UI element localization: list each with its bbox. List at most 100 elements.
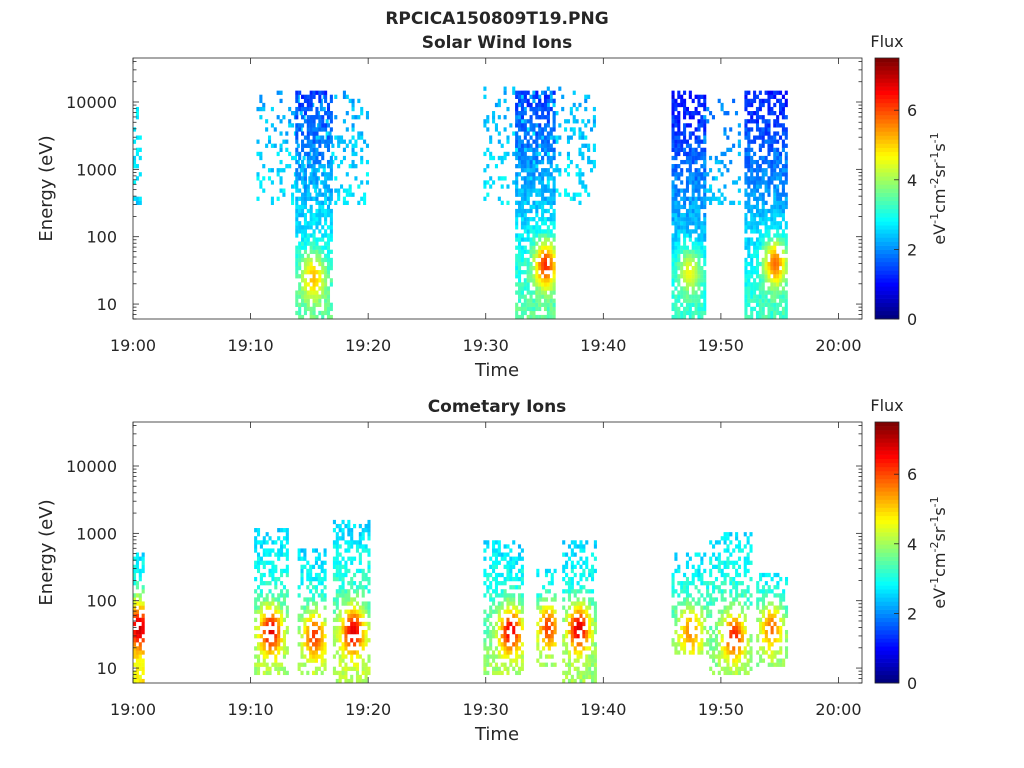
heatmap-cell: [761, 290, 765, 295]
heatmap-cell: [781, 143, 785, 148]
heatmap-cell: [677, 617, 681, 623]
heatmap-cell: [729, 621, 733, 627]
colorbar-step: [875, 302, 899, 308]
heatmap-cell: [298, 172, 302, 177]
heatmap-cell: [764, 233, 768, 238]
heatmap-cell: [773, 274, 777, 279]
heatmap-cell: [494, 609, 498, 614]
heatmap-cell: [326, 265, 331, 271]
heatmap-cell: [324, 245, 328, 250]
heatmap-cell: [324, 265, 328, 271]
heatmap-cell: [523, 164, 527, 169]
heatmap-cell: [335, 564, 339, 570]
heatmap-cell: [746, 540, 750, 545]
heatmap-cell: [483, 119, 487, 124]
heatmap-cell: [700, 221, 704, 226]
heatmap-cell: [295, 253, 299, 259]
heatmap-cell: [674, 135, 678, 140]
heatmap-cell: [575, 172, 579, 177]
heatmap-cell: [341, 646, 345, 651]
heatmap-cell: [677, 131, 681, 136]
heatmap-cell: [329, 139, 333, 144]
heatmap-cell: [773, 119, 777, 124]
heatmap-cell: [683, 585, 687, 590]
heatmap-cell: [486, 629, 490, 635]
heatmap-cell: [729, 666, 733, 671]
heatmap-cell: [506, 670, 510, 676]
heatmap-cell: [764, 634, 768, 639]
heatmap-cell: [677, 212, 681, 218]
heatmap-cell: [509, 621, 513, 627]
heatmap-cell: [312, 159, 316, 165]
heatmap-cell: [503, 90, 507, 95]
heatmap-cell: [295, 115, 299, 120]
heatmap-cell: [732, 601, 736, 606]
heatmap-cell: [312, 184, 316, 189]
heatmap-cell: [685, 111, 689, 116]
heatmap-cell: [303, 642, 307, 647]
heatmap-cell: [529, 241, 533, 246]
heatmap-cell: [755, 127, 760, 132]
heatmap-cell: [723, 548, 727, 553]
heatmap-cell: [703, 217, 707, 222]
heatmap-cell: [300, 617, 304, 623]
heatmap-cell: [714, 597, 718, 602]
heatmap-cell: [779, 662, 783, 667]
heatmap-cell: [515, 208, 519, 214]
heatmap-cell: [773, 650, 777, 655]
heatmap-cell: [770, 204, 774, 210]
heatmap-cell: [552, 208, 556, 214]
heatmap-cell: [523, 119, 527, 124]
heatmap-cell: [483, 662, 487, 667]
heatmap-cell: [767, 94, 771, 99]
heatmap-cell: [500, 556, 504, 561]
heatmap-cell: [570, 564, 574, 570]
heatmap-cell: [335, 597, 339, 602]
heatmap-cell: [133, 650, 137, 655]
heatmap-cell: [776, 593, 780, 598]
heatmap-cell: [532, 168, 536, 173]
heatmap-cell: [489, 564, 493, 570]
heatmap-cell: [538, 123, 542, 128]
heatmap-cell: [483, 670, 487, 676]
heatmap-cell: [543, 147, 548, 152]
heatmap-cell: [297, 556, 301, 561]
heatmap-cell: [320, 658, 324, 663]
heatmap-cell: [338, 613, 342, 618]
heatmap-cell: [536, 568, 540, 574]
heatmap-cell: [518, 139, 522, 144]
heatmap-cell: [688, 151, 692, 157]
colorbar-step: [875, 151, 899, 157]
heatmap-cell: [133, 159, 137, 165]
heatmap-cell: [321, 151, 325, 157]
heatmap-cell: [353, 642, 357, 647]
heatmap-cell: [778, 196, 783, 201]
heatmap-cell: [590, 572, 595, 578]
heatmap-cell: [526, 274, 530, 279]
heatmap-cell: [543, 282, 548, 287]
heatmap-cell: [546, 237, 550, 242]
heatmap-cell: [489, 605, 493, 610]
heatmap-cell: [494, 654, 498, 659]
heatmap-cell: [353, 629, 357, 635]
heatmap-cell: [767, 249, 771, 254]
heatmap-cell: [324, 257, 328, 263]
heatmap-cell: [737, 666, 742, 671]
heatmap-cell: [776, 658, 780, 663]
heatmap-cell: [526, 131, 530, 136]
heatmap-cell: [694, 229, 698, 234]
heatmap-cell: [277, 536, 281, 541]
heatmap-cell: [761, 270, 765, 275]
heatmap-cell: [138, 155, 142, 161]
heatmap-cell: [314, 576, 318, 582]
heatmap-cell: [671, 253, 675, 259]
colorbar-label-unit: eV: [930, 224, 949, 245]
heatmap-cell: [303, 617, 307, 623]
heatmap-cell: [740, 605, 744, 610]
heatmap-cell: [714, 176, 718, 181]
heatmap-cell: [729, 532, 733, 537]
heatmap-cell: [515, 646, 519, 651]
heatmap-cell: [743, 601, 747, 606]
heatmap-cell: [515, 188, 519, 193]
